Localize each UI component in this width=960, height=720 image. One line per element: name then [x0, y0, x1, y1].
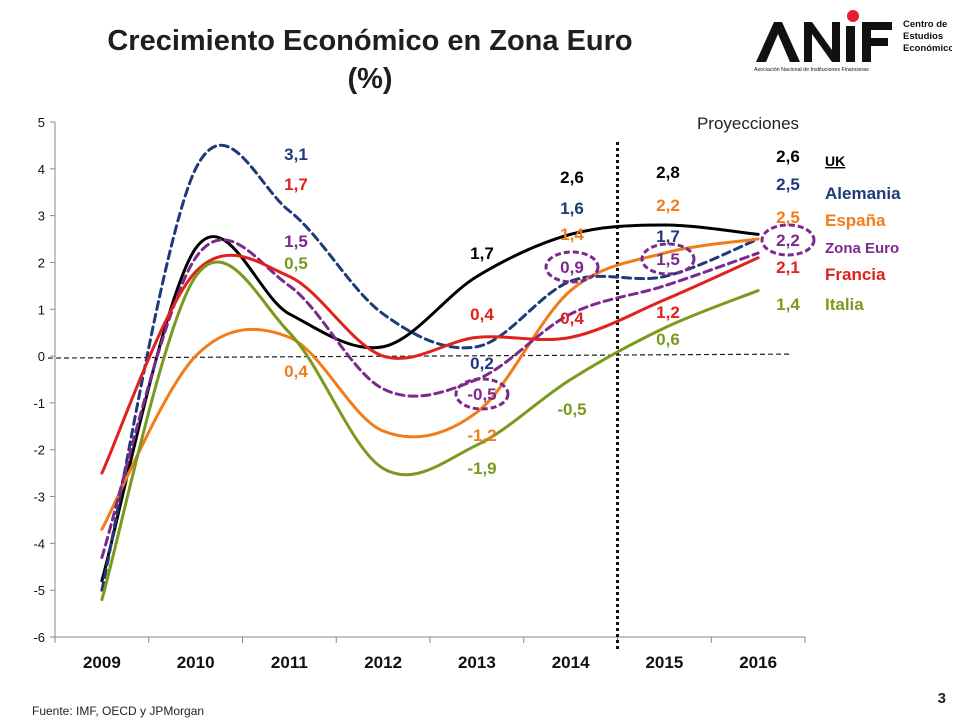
highlight-circle: [640, 242, 696, 276]
y-tick-label: -3: [33, 490, 45, 505]
y-tick-label: 2: [38, 255, 45, 270]
logo-dot-icon: [847, 10, 859, 22]
data-label: -0,5: [467, 385, 496, 404]
data-label: 2,6: [776, 147, 800, 166]
data-label: 0,9: [560, 258, 584, 277]
y-tick-label: 5: [38, 115, 45, 130]
chart-axes: 5 4 3 2 1 0 -1 -2 -3 -4 -5 -6 2009 2010 2011 2012 2013 20…: [33, 115, 806, 672]
data-label: 1,5: [284, 232, 308, 251]
y-tick-label: 0: [38, 349, 45, 364]
series-line-alemania: [100, 143, 760, 592]
logo-subtitle: Asociación Nacional de Instituciones Fin…: [754, 67, 869, 73]
x-tick-label: 2014: [552, 653, 590, 672]
data-label: 2,2: [656, 196, 680, 215]
legend-entry-italia: Italia: [825, 295, 864, 314]
chart-data-labels: 3,1 1,7 1,5 0,5 0,4 1,7 0,4 0,2 -0,5 -1,2 -1,9 2,6 1…: [284, 145, 800, 478]
logo-center-line1: Centro de: [903, 19, 947, 30]
y-tick-label: 1: [38, 302, 45, 317]
data-label: 1,5: [656, 250, 680, 269]
chart-title-line2: (%): [347, 63, 393, 95]
data-label: 0,4: [470, 305, 494, 324]
series-line-uk: [100, 223, 760, 583]
highlight-circle: [760, 223, 816, 257]
data-label: 0,5: [284, 254, 308, 273]
data-label: 1,7: [284, 175, 308, 194]
chart-title: Crecimiento Económico en Zona Euro (%): [40, 22, 700, 98]
legend-entry-uk: UK: [825, 153, 845, 169]
data-label: 2,8: [656, 163, 680, 182]
data-label: 1,2: [656, 303, 680, 322]
legend-entry-francia: Francia: [825, 265, 886, 284]
series-line-zona-euro: [100, 238, 760, 559]
series-line-españa: [100, 237, 760, 531]
anif-logo-mark: [756, 22, 892, 62]
logo-center-line3: Económicos: [903, 43, 952, 54]
legend-entry-zona-euro: Zona Euro: [825, 240, 899, 257]
data-label: 2,5: [776, 175, 800, 194]
x-tick-label: 2013: [458, 653, 496, 672]
highlight-circle: [454, 377, 510, 411]
data-label: 0,4: [560, 309, 584, 328]
chart-legend: UK Alemania España Zona Euro Francia Italia: [825, 153, 901, 314]
data-label: 1,4: [776, 295, 800, 314]
data-label: 3,1: [284, 145, 308, 164]
x-tick-label: 2015: [645, 653, 683, 672]
y-tick-label: -6: [33, 630, 45, 645]
logo-center-line2: Estudios: [903, 31, 943, 42]
y-tick-label: -4: [33, 536, 45, 551]
highlight-circle: [544, 250, 600, 284]
y-tick-label: 4: [38, 162, 45, 177]
data-label: 2,5: [776, 208, 800, 227]
y-tick-label: -1: [33, 396, 45, 411]
y-tick-label: -2: [33, 443, 45, 458]
legend-entry-alemania: Alemania: [825, 184, 901, 203]
y-tick-label: -5: [33, 583, 45, 598]
data-label: -1,9: [467, 459, 496, 478]
data-label: 1,6: [560, 199, 584, 218]
x-tick-label: 2010: [177, 653, 215, 672]
anif-logo: Centro de Estudios Económicos Asociación…: [754, 10, 952, 73]
data-label: 2,1: [776, 258, 800, 277]
page-number: 3: [937, 690, 946, 707]
x-tick-label: 2011: [271, 653, 308, 672]
source-note: Fuente: IMF, OECD y JPMorgan: [32, 704, 205, 718]
x-tick-label: 2012: [364, 653, 402, 672]
data-label: 1,7: [470, 244, 494, 263]
data-label: 1,7: [656, 227, 680, 246]
chart-series: [100, 143, 760, 602]
data-label: 0,2: [470, 354, 494, 373]
data-label: 1,4: [560, 225, 584, 244]
data-label: -1,2: [467, 426, 496, 445]
chart-highlight-circles: [454, 223, 816, 411]
data-label: 2,6: [560, 168, 584, 187]
projections-label: Proyecciones: [697, 114, 799, 133]
data-label: 0,4: [284, 362, 308, 381]
series-line-francia: [100, 253, 760, 475]
data-label: 2,2: [776, 231, 800, 250]
data-label: -0,5: [557, 400, 586, 419]
legend-entry-españa: España: [825, 211, 886, 230]
series-line-italia: [100, 260, 760, 602]
x-tick-label: 2016: [739, 653, 777, 672]
y-tick-label: 3: [38, 209, 45, 224]
chart-title-line1: Crecimiento Económico en Zona Euro: [107, 25, 633, 57]
x-tick-label: 2009: [83, 653, 121, 672]
data-label: 0,6: [656, 330, 680, 349]
